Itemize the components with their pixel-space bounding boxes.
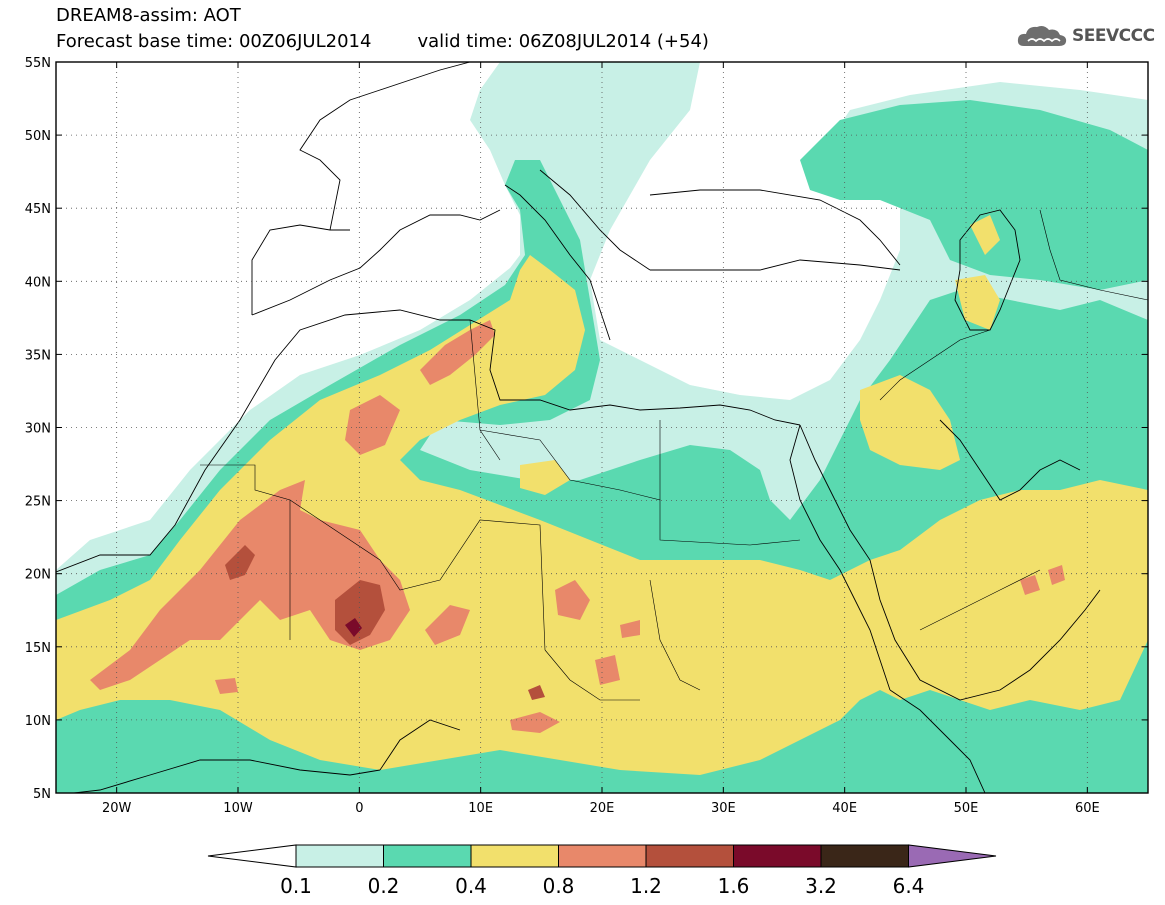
colorbar-level-label: 1.2 <box>630 874 662 898</box>
lat-tick-label: 55N <box>25 56 51 71</box>
lon-tick-label: 20W <box>102 801 132 816</box>
country-borders <box>200 209 1148 701</box>
lat-tick-label: 5N <box>33 787 51 802</box>
lon-tick-label: 40E <box>832 801 857 816</box>
cloud-icon <box>1017 26 1067 46</box>
lat-tick-label: 40N <box>25 275 51 290</box>
lat-tick-label: 35N <box>25 348 51 363</box>
lon-tick-label: 50E <box>954 801 979 816</box>
colorbar: 0.1 0.2 0.4 0.8 1.2 1.6 3.2 6.4 <box>207 844 997 898</box>
aot-level-0.8 <box>90 320 1065 733</box>
lat-tick-label: 30N <box>25 422 51 437</box>
colorbar-level-label: 0.1 <box>280 874 312 898</box>
lon-tick-label: 60E <box>1075 801 1100 816</box>
time-info: Forecast base time: 00Z06JUL2014 valid ti… <box>56 32 709 52</box>
logo-text: SEEVCCC <box>1072 26 1155 46</box>
colorbar-segment <box>645 844 734 868</box>
lon-tick-label: 10W <box>223 801 253 816</box>
lat-tick-label: 20N <box>25 568 51 583</box>
colorbar-segment <box>470 844 559 868</box>
lon-tick-label: 10E <box>468 801 493 816</box>
colorbar-segment <box>558 844 647 868</box>
valid-time: valid time: 06Z08JUL2014 (+54) <box>417 31 709 52</box>
colorbar-level-label: 0.2 <box>368 874 400 898</box>
aot-level-1.2 <box>225 545 545 700</box>
colorbar-segment <box>820 844 909 868</box>
coastlines <box>56 62 1101 793</box>
colorbar-segment <box>733 844 822 868</box>
graticule <box>56 62 1148 793</box>
aot-level-1.6 <box>345 618 362 637</box>
map-title: DREAM8-assim: AOT <box>56 5 241 26</box>
colorbar-level-label: 1.6 <box>718 874 750 898</box>
forecast-base-time: Forecast base time: 00Z06JUL2014 <box>56 31 372 52</box>
lat-tick-label: 50N <box>25 129 51 144</box>
colorbar-segment <box>383 844 472 868</box>
lon-tick-label: 20E <box>590 801 615 816</box>
lat-tick-label: 10N <box>25 714 51 729</box>
colorbar-level-label: 0.8 <box>543 874 575 898</box>
colorbar-level-label: 0.4 <box>455 874 487 898</box>
colorbar-level-label: 3.2 <box>805 874 837 898</box>
lat-tick-label: 25N <box>25 495 51 510</box>
colorbar-segment <box>295 844 384 868</box>
axis-ticks: 55N 50N 45N 40N 35N 30N 25N 20N 15N 10N 5N 20W 10W 0 1… <box>25 56 1148 816</box>
colorbar-level-label: 6.4 <box>893 874 925 898</box>
colorbar-overflow <box>908 844 997 868</box>
lon-tick-label: 0 <box>355 801 363 816</box>
lon-tick-label: 30E <box>711 801 736 816</box>
lat-tick-label: 45N <box>25 202 51 217</box>
lat-tick-label: 15N <box>25 641 51 656</box>
seevccc-logo: SEEVCCC <box>1016 22 1155 50</box>
colorbar-underflow <box>207 844 297 868</box>
